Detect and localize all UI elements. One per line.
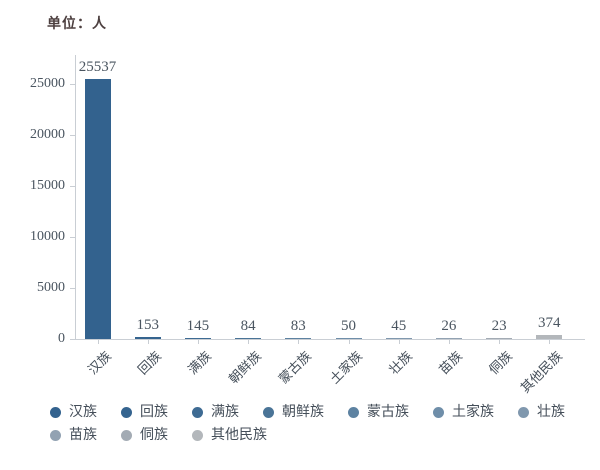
y-tick-label: 5000 (37, 280, 65, 295)
bar[interactable] (385, 338, 412, 339)
legend-item[interactable]: 土家族 (433, 404, 494, 421)
bar[interactable] (235, 338, 262, 339)
legend-label: 侗族 (140, 428, 168, 443)
legend-item[interactable]: 蒙古族 (348, 404, 409, 421)
x-axis-tick (197, 340, 199, 344)
legend-dot-icon (348, 407, 359, 418)
x-axis-tick (248, 340, 250, 344)
legend-label: 汉族 (69, 405, 97, 420)
legend-label: 苗族 (69, 428, 97, 443)
bar[interactable] (435, 338, 462, 339)
value-label: 50 (341, 318, 356, 334)
y-axis-tick (70, 288, 75, 289)
bar[interactable] (84, 78, 111, 339)
value-label: 83 (290, 318, 306, 334)
legend-label: 蒙古族 (367, 405, 409, 420)
legend-item[interactable]: 朝鲜族 (263, 404, 324, 421)
value-label: 374 (538, 315, 561, 332)
y-axis-tick (70, 339, 75, 340)
y-axis-line (75, 55, 76, 340)
legend-dot-icon (192, 407, 203, 418)
legend-dot-icon (121, 430, 132, 441)
legend-dot-icon (50, 407, 61, 418)
y-axis-tick (70, 237, 75, 238)
y-tick-label: 15000 (30, 178, 65, 193)
value-label: 84 (240, 318, 256, 334)
legend-label: 壮族 (537, 405, 565, 420)
x-axis-tick (147, 340, 149, 344)
y-axis-tick (70, 186, 75, 187)
legend-dot-icon (518, 407, 529, 418)
legend-label: 回族 (140, 405, 168, 420)
legend-label: 朝鲜族 (282, 405, 324, 420)
bar[interactable] (536, 335, 563, 339)
legend-item[interactable]: 回族 (121, 404, 168, 421)
legend-item[interactable]: 苗族 (50, 427, 97, 444)
x-axis-tick (549, 340, 551, 344)
bar[interactable] (486, 338, 513, 339)
bar[interactable] (184, 337, 211, 339)
y-tick-label: 20000 (30, 127, 65, 142)
x-axis-tick (448, 340, 450, 344)
y-axis-tick (70, 135, 75, 136)
y-tick-label: 0 (58, 331, 65, 346)
legend-dot-icon (121, 407, 132, 418)
x-axis-tick (348, 340, 350, 344)
y-tick-label: 10000 (30, 229, 65, 244)
x-axis-tick (97, 340, 99, 344)
legend-item[interactable]: 汉族 (50, 404, 97, 421)
bar[interactable] (134, 337, 161, 339)
value-label: 45 (391, 318, 407, 334)
legend-label: 土家族 (452, 405, 494, 420)
value-label: 145 (186, 317, 210, 334)
x-axis-tick (298, 340, 300, 344)
x-axis-line (75, 339, 585, 340)
legend-label: 其他民族 (211, 428, 267, 443)
legend-label: 满族 (211, 405, 239, 420)
legend: 汉族 回族 满族 朝鲜族 蒙古族 土家族 壮族苗族 侗族 其他民族 (50, 404, 570, 444)
legend-dot-icon (433, 407, 444, 418)
legend-item[interactable]: 其他民族 (192, 427, 267, 444)
x-axis-tick (398, 340, 400, 344)
y-axis-tick (70, 84, 75, 85)
value-label: 153 (136, 317, 159, 334)
bar[interactable] (335, 338, 362, 339)
legend-item[interactable]: 侗族 (121, 427, 168, 444)
value-label: 23 (491, 318, 507, 334)
x-axis-tick (499, 340, 501, 344)
legend-dot-icon (50, 430, 61, 441)
legend-item[interactable]: 壮族 (518, 404, 565, 421)
legend-dot-icon (192, 430, 203, 441)
legend-item[interactable]: 满族 (192, 404, 239, 421)
legend-dot-icon (263, 407, 274, 418)
value-label: 26 (441, 318, 457, 334)
bar[interactable] (285, 338, 312, 339)
unit-label: 单位：人 (47, 17, 107, 32)
y-tick-label: 25000 (30, 76, 65, 91)
value-label: 25537 (78, 58, 117, 75)
